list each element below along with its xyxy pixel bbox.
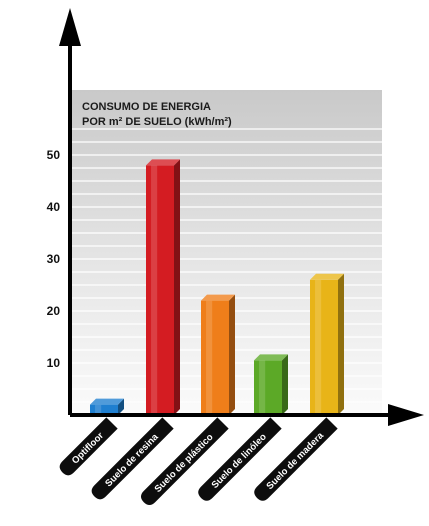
bar-side <box>174 159 180 415</box>
category-label: Suelo de resina <box>103 431 161 489</box>
bar-highlight <box>259 360 266 415</box>
bar-side <box>282 354 288 415</box>
bar-highlight <box>151 165 158 415</box>
bar-front <box>310 279 338 415</box>
bar-front <box>201 300 229 415</box>
y-tick-label: 10 <box>47 356 61 370</box>
bar-top <box>201 294 235 301</box>
chart-title: CONSUMO DE ENERGIA <box>82 101 211 113</box>
bar-side <box>338 273 344 415</box>
category-tab: Optifloor <box>59 417 118 476</box>
y-tick-label: 50 <box>47 148 61 162</box>
bar-front <box>90 404 118 415</box>
y-axis-arrow-icon <box>59 8 81 46</box>
y-tick-label: 20 <box>47 304 61 318</box>
category-tab-shape <box>254 417 338 501</box>
bar <box>201 294 235 415</box>
y-tick-label: 30 <box>47 252 61 266</box>
chart-subtitle: POR m² DE SUELO (kWh/m²) <box>82 116 232 128</box>
bar-highlight <box>206 300 213 415</box>
category-label: Suelo de madera <box>264 430 326 492</box>
category-tab-shape <box>59 417 118 476</box>
bar-highlight <box>95 404 102 415</box>
bar-top <box>310 273 344 280</box>
bar-side <box>229 294 235 415</box>
y-axis-ticks: 10 20 30 40 50 <box>47 148 61 370</box>
bar <box>310 273 344 415</box>
bar-top <box>146 159 180 166</box>
x-axis-arrow-icon <box>388 404 424 426</box>
category-tab-shape <box>91 417 174 500</box>
bar-side <box>118 398 124 415</box>
category-tab-shape <box>140 417 229 506</box>
bar-front <box>254 360 282 415</box>
bar-highlight <box>315 279 322 415</box>
category-tab-shape <box>198 417 282 501</box>
bar <box>146 159 180 415</box>
bar-top <box>90 398 124 405</box>
bars <box>90 159 344 415</box>
bar-front <box>146 165 174 415</box>
y-tick-label: 40 <box>47 200 61 214</box>
category-label: Suelo de linóleo <box>210 431 269 490</box>
bar-top <box>254 354 288 361</box>
bar <box>254 354 288 415</box>
bar <box>90 398 124 415</box>
